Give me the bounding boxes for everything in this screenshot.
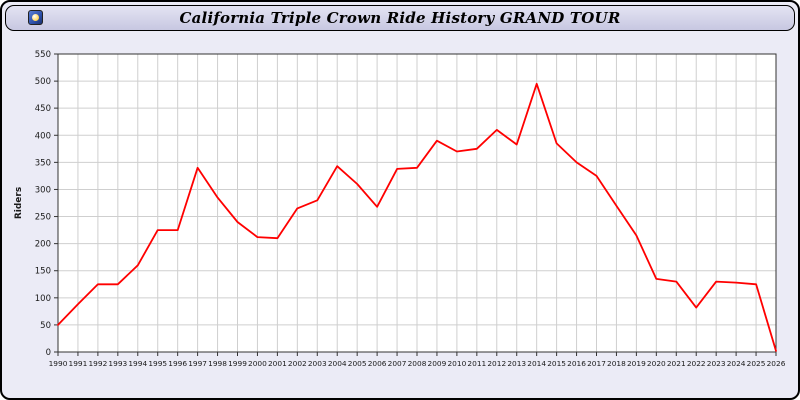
svg-text:2014: 2014 <box>527 359 546 368</box>
window-title: California Triple Crown Ride History GRA… <box>179 9 621 27</box>
svg-text:2001: 2001 <box>268 359 287 368</box>
svg-text:1994: 1994 <box>128 359 147 368</box>
svg-text:400: 400 <box>35 131 51 141</box>
svg-text:2017: 2017 <box>587 359 606 368</box>
svg-text:1996: 1996 <box>168 359 187 368</box>
svg-text:500: 500 <box>35 77 51 87</box>
svg-text:1992: 1992 <box>88 359 107 368</box>
svg-text:300: 300 <box>35 185 51 195</box>
svg-text:2010: 2010 <box>447 359 466 368</box>
svg-text:1991: 1991 <box>69 359 88 368</box>
chart-panel: 0 50 100 150 200 250 300 350 400 450 500 550 1990 199… <box>2 34 798 398</box>
svg-text:2005: 2005 <box>348 359 367 368</box>
svg-text:2006: 2006 <box>368 359 387 368</box>
svg-text:1998: 1998 <box>208 359 227 368</box>
svg-text:2000: 2000 <box>248 359 267 368</box>
svg-text:2026: 2026 <box>767 359 786 368</box>
svg-text:2013: 2013 <box>507 359 526 368</box>
svg-text:350: 350 <box>35 158 51 168</box>
svg-text:2023: 2023 <box>707 359 726 368</box>
svg-text:2004: 2004 <box>328 359 347 368</box>
svg-text:2007: 2007 <box>388 359 407 368</box>
svg-text:2020: 2020 <box>647 359 666 368</box>
svg-text:2012: 2012 <box>487 359 506 368</box>
svg-text:2018: 2018 <box>607 359 626 368</box>
svg-text:Riders: Riders <box>14 187 24 219</box>
svg-text:2011: 2011 <box>467 359 486 368</box>
svg-text:2022: 2022 <box>687 359 706 368</box>
svg-text:2016: 2016 <box>567 359 586 368</box>
svg-text:1990: 1990 <box>49 359 68 368</box>
window-icon <box>28 10 43 25</box>
svg-text:250: 250 <box>35 213 51 223</box>
svg-text:2021: 2021 <box>667 359 686 368</box>
svg-text:150: 150 <box>35 267 51 277</box>
svg-text:1997: 1997 <box>188 359 207 368</box>
svg-text:1999: 1999 <box>228 359 247 368</box>
svg-text:2002: 2002 <box>288 359 307 368</box>
svg-text:2009: 2009 <box>428 359 447 368</box>
svg-text:550: 550 <box>35 50 51 60</box>
svg-text:1993: 1993 <box>108 359 127 368</box>
title-bar[interactable]: California Triple Crown Ride History GRA… <box>5 5 795 31</box>
svg-text:100: 100 <box>35 294 51 304</box>
svg-text:200: 200 <box>35 240 51 250</box>
svg-text:2024: 2024 <box>727 359 746 368</box>
svg-text:0: 0 <box>46 348 51 358</box>
svg-text:2003: 2003 <box>308 359 327 368</box>
svg-text:2008: 2008 <box>408 359 427 368</box>
svg-text:2025: 2025 <box>747 359 766 368</box>
svg-text:2015: 2015 <box>547 359 566 368</box>
svg-text:450: 450 <box>35 104 51 114</box>
svg-text:1995: 1995 <box>148 359 167 368</box>
svg-text:2019: 2019 <box>627 359 646 368</box>
svg-text:50: 50 <box>40 321 51 331</box>
